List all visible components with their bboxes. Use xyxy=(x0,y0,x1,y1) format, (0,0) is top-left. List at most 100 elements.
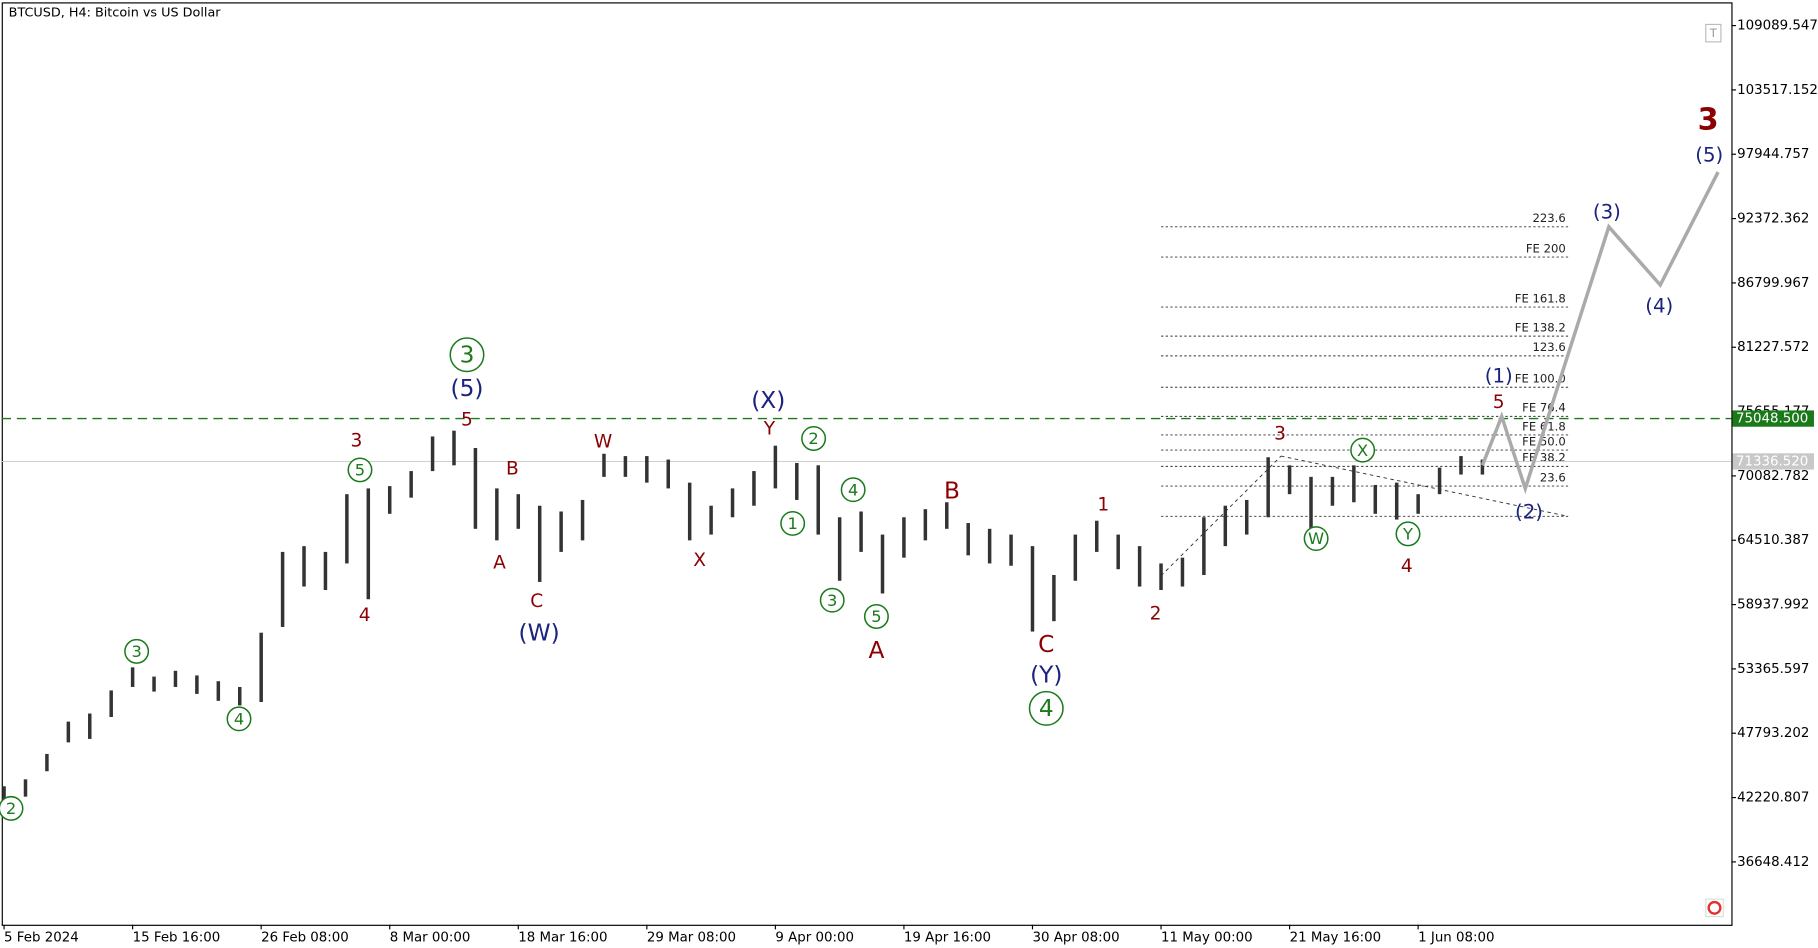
wave-circle xyxy=(1395,521,1421,547)
price-bar xyxy=(923,509,928,541)
x-tick-label: 18 Mar 16:00 xyxy=(518,931,607,946)
price-bar xyxy=(1052,574,1056,622)
price-bar xyxy=(859,511,863,552)
wave-label: 4 xyxy=(359,605,371,626)
price-bar xyxy=(602,453,606,477)
price-bar xyxy=(1116,534,1120,570)
wave-label: A xyxy=(493,552,506,573)
x-tick-label: 19 Apr 16:00 xyxy=(904,931,991,946)
wave-circle xyxy=(0,795,24,821)
price-bar xyxy=(773,445,778,489)
price-bar xyxy=(1459,456,1463,475)
fib-label: 23.6 xyxy=(1540,470,1566,484)
wave-label: 3 xyxy=(460,341,475,368)
price-bar xyxy=(88,713,92,739)
y-tick-label: 42220.807 xyxy=(1737,791,1809,806)
wave-circle xyxy=(1028,690,1064,726)
price-bar xyxy=(387,486,392,514)
wave-label: B xyxy=(506,458,519,479)
price-bar xyxy=(1266,457,1270,518)
x-tick-label: 26 Feb 08:00 xyxy=(261,931,349,946)
price-bar xyxy=(452,430,456,466)
plot-frame xyxy=(1,2,1733,926)
wave-label: 4 xyxy=(848,480,858,499)
price-bar xyxy=(1287,465,1292,495)
wave-label: C xyxy=(530,591,543,612)
fib-label: FE 161.8 xyxy=(1515,291,1566,305)
wave-label: W xyxy=(594,432,612,453)
fib-label: 223.6 xyxy=(1533,211,1566,225)
price-bar xyxy=(345,494,349,564)
price-bar xyxy=(902,517,906,558)
wave-label: X xyxy=(693,550,706,571)
fib-label: 123.6 xyxy=(1533,340,1566,354)
trendline xyxy=(1160,455,1282,577)
x-tick-label: 21 May 16:00 xyxy=(1290,931,1382,946)
price-bar xyxy=(1223,505,1228,547)
wave-circle xyxy=(1303,526,1329,552)
price-bar xyxy=(173,670,178,687)
price-bar xyxy=(1373,484,1378,514)
x-tick-label: 11 May 00:00 xyxy=(1161,931,1253,946)
wave-circle xyxy=(840,477,866,503)
wave-label: X xyxy=(1357,441,1368,460)
wave-label: 3 xyxy=(1698,102,1719,137)
price-bar xyxy=(1394,482,1399,520)
y-tick-label: 109089.547 xyxy=(1737,19,1818,34)
price-bar xyxy=(1437,467,1442,495)
wave-label: 4 xyxy=(234,710,244,729)
projection-line xyxy=(1480,171,1720,495)
trade-icon-glyph: T xyxy=(1709,26,1718,40)
price-bar xyxy=(130,667,135,687)
trendline xyxy=(1280,455,1569,517)
price-bar xyxy=(1180,557,1185,587)
price-label-box xyxy=(1732,453,1814,470)
x-tick-label: 9 Apr 00:00 xyxy=(775,931,854,946)
wave-label: (5) xyxy=(1695,143,1723,166)
wave-label: C xyxy=(1038,631,1054,658)
wave-label: B xyxy=(944,478,960,505)
wave-label: 5 xyxy=(871,607,881,626)
price-bar xyxy=(1352,465,1356,503)
y-tick-label: 70082.782 xyxy=(1737,469,1809,484)
y-tick-label: 36648.412 xyxy=(1737,855,1809,870)
price-bar xyxy=(2,786,6,802)
price-bar xyxy=(1309,476,1313,529)
wave-label: (3) xyxy=(1593,200,1621,223)
y-tick-label: 103517.152 xyxy=(1737,83,1818,98)
y-tick-label: 86799.967 xyxy=(1737,276,1809,291)
fib-label: FE 200 xyxy=(1526,241,1566,255)
price-bar xyxy=(880,534,885,594)
fib-label: FE 76.4 xyxy=(1522,401,1566,415)
price-bar xyxy=(752,471,756,506)
price-bar xyxy=(1073,534,1078,581)
fib-label: FE 100.0 xyxy=(1515,372,1566,386)
wave-label: (1) xyxy=(1485,364,1513,387)
price-bar xyxy=(195,675,199,694)
price-bar xyxy=(516,494,521,529)
wave-label: 1 xyxy=(1097,494,1109,515)
wave-label: 2 xyxy=(1150,604,1162,625)
wave-label: 4 xyxy=(1039,695,1054,722)
trade-icon[interactable] xyxy=(1705,23,1722,43)
price-label: 71336.520 xyxy=(1736,454,1808,469)
wave-label: 2 xyxy=(808,429,818,448)
y-tick-label: 58937.992 xyxy=(1737,598,1809,613)
wave-circle xyxy=(347,457,373,483)
price-bar xyxy=(623,456,628,477)
wave-label: (2) xyxy=(1515,500,1543,523)
fib-label: FE 38.2 xyxy=(1522,451,1566,465)
price-bar xyxy=(1330,476,1335,506)
price-bar xyxy=(23,779,28,797)
price-bar xyxy=(1137,546,1142,587)
price-bar xyxy=(580,499,585,541)
price-bar xyxy=(709,505,713,535)
wave-label: (Y) xyxy=(1030,661,1062,688)
wave-label: (4) xyxy=(1645,295,1673,318)
y-tick-label: 92372.362 xyxy=(1737,212,1809,227)
settings-icon-glyph xyxy=(1707,900,1722,915)
wave-label: 3 xyxy=(827,591,837,610)
x-tick-label: 1 Jun 08:00 xyxy=(1418,931,1494,946)
price-bar xyxy=(495,488,499,541)
